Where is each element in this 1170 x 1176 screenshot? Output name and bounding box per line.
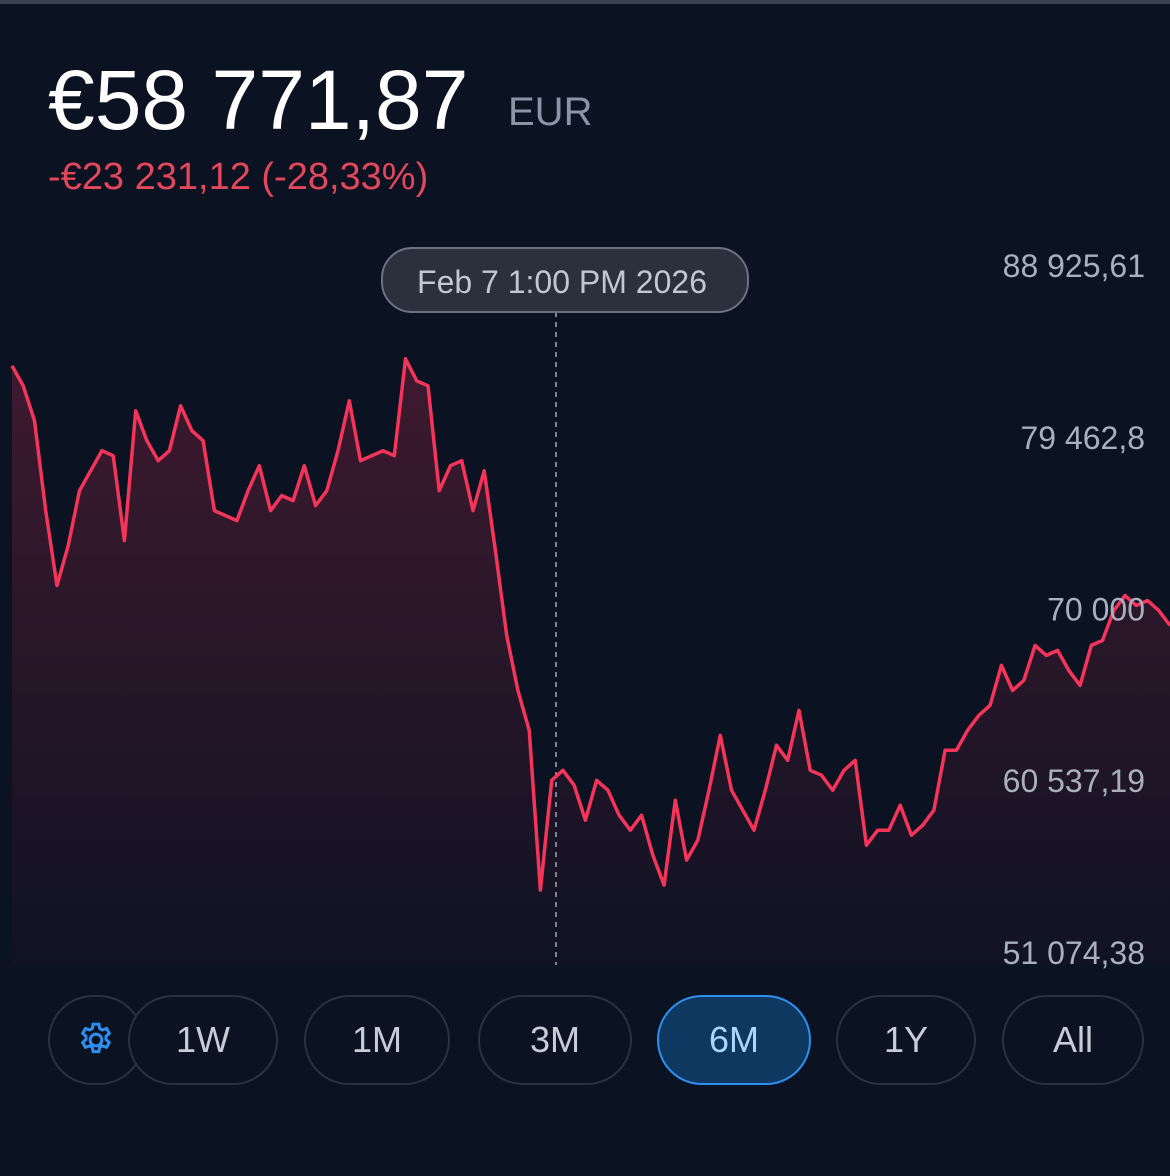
price-line xyxy=(10,357,1170,892)
chart: 88 925,61 79 462,8 70 000 60 537,19 51 074,3… xyxy=(10,247,1170,971)
price: €58 771,87 xyxy=(48,53,469,147)
range-button[interactable]: 6M xyxy=(657,995,811,1085)
y-tick-label: 51 074,38 xyxy=(1003,935,1145,971)
tooltip-box xyxy=(381,247,749,313)
change: -€23 231,12 (-28,33%) xyxy=(48,156,429,198)
area xyxy=(12,358,1170,965)
currency: EUR xyxy=(508,90,593,134)
y-tick-label: 79 462,8 xyxy=(1020,420,1145,456)
y-tick-label: 60 537,19 xyxy=(1003,763,1145,799)
y-tick-label: 70 000 xyxy=(1047,591,1145,627)
range-button[interactable]: 1Y xyxy=(836,995,976,1085)
tooltip: Feb 7 1:00 PM 2026 xyxy=(417,264,707,300)
y-tick-label: 88 925,61 xyxy=(1003,248,1145,284)
range-button[interactable]: 3M xyxy=(478,995,632,1085)
gear-icon xyxy=(80,1022,112,1054)
range-button[interactable]: All xyxy=(1002,995,1144,1085)
top-border xyxy=(0,0,1170,4)
range-button[interactable]: 1M xyxy=(304,995,450,1085)
range-button[interactable]: 1W xyxy=(128,995,278,1085)
